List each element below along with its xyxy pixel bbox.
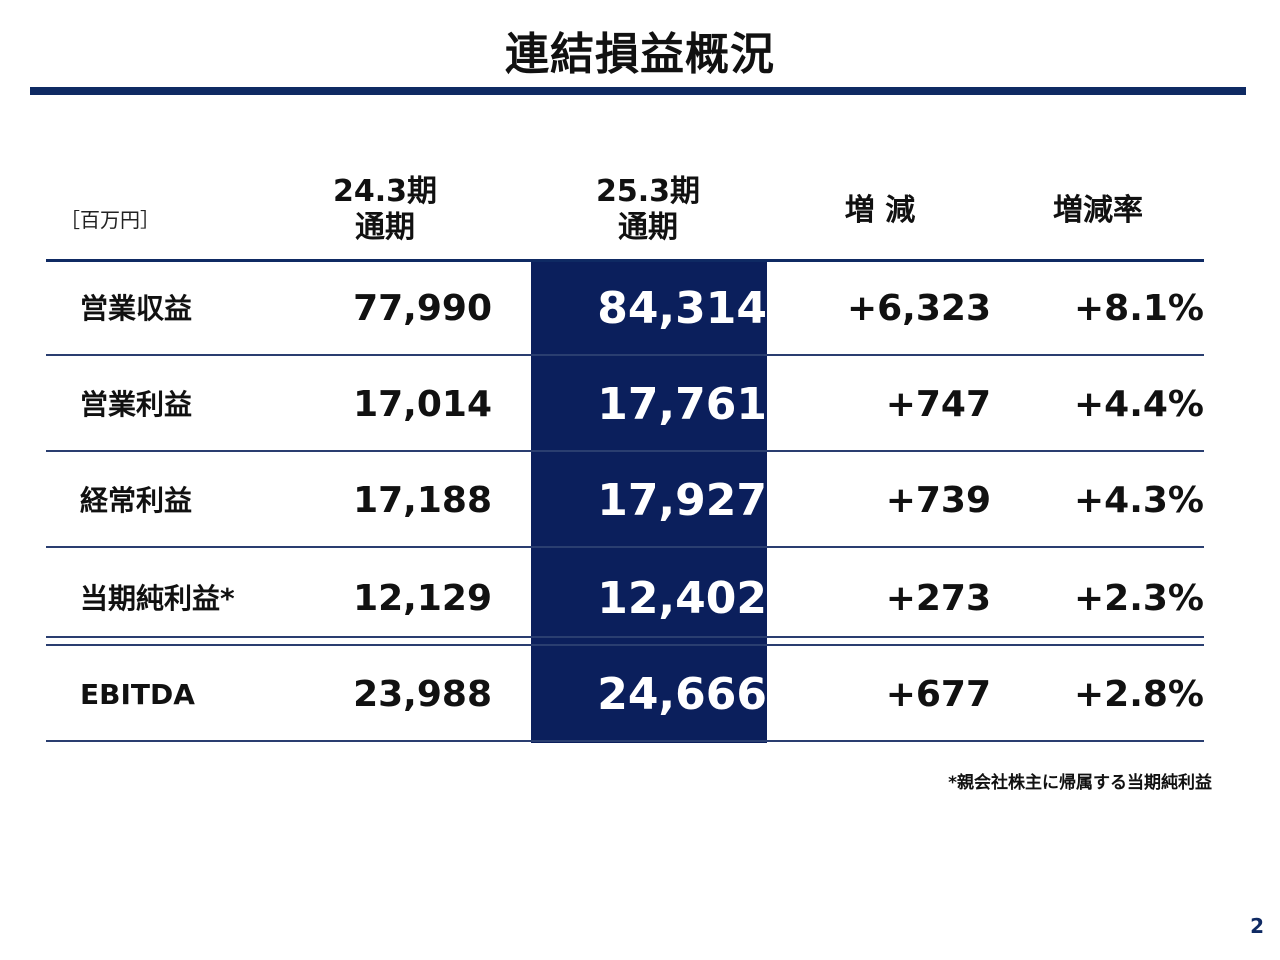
table-row: 当期純利益* 12,129 12,402 +273 +2.3% [46, 552, 1204, 646]
value-change: +6,323 [846, 288, 991, 329]
table-row: 経常利益 17,188 17,927 +739 +4.3% [46, 454, 1204, 548]
value-change: +273 [885, 578, 991, 619]
row-label: 営業利益 [80, 388, 193, 421]
header-curr-line1: 25.3期 [595, 174, 701, 209]
value-curr: 17,761 [597, 379, 767, 430]
row-divider [46, 740, 1204, 742]
header-curr-period: 25.3期 通期 [568, 174, 728, 246]
value-prev: 17,014 [353, 384, 492, 425]
row-divider [46, 546, 1204, 548]
row-label: 営業収益 [80, 292, 193, 325]
footnote: *親会社株主に帰属する当期純利益 [948, 773, 1212, 793]
page-number: 2 [1250, 914, 1264, 938]
header-curr-line2: 通期 [618, 210, 678, 245]
value-curr: 84,314 [597, 283, 767, 334]
page-title: 連結損益概況 [505, 29, 775, 80]
header-change: 増 減 [844, 193, 916, 228]
row-label: 経常利益 [80, 484, 193, 517]
row-divider [46, 354, 1204, 356]
value-change: +739 [885, 480, 991, 521]
value-curr: 17,927 [597, 475, 767, 526]
value-rate: +8.1% [1073, 288, 1204, 329]
table-row: EBITDA 23,988 24,666 +677 +2.8% [46, 648, 1204, 742]
value-prev: 23,988 [353, 674, 492, 715]
row-divider [46, 644, 1204, 646]
table-row: 営業収益 77,990 84,314 +6,323 +8.1% [46, 262, 1204, 356]
unit-label: ［百万円］ [60, 208, 160, 232]
header-rate: 増減率 [1053, 193, 1143, 228]
highlight-column [531, 262, 767, 743]
value-rate: +4.4% [1073, 384, 1204, 425]
value-rate: +4.3% [1073, 480, 1204, 521]
value-prev: 77,990 [353, 288, 492, 329]
header-prev-line2: 通期 [355, 210, 415, 245]
row-label: EBITDA [80, 678, 195, 711]
row-divider-upper [46, 636, 1204, 638]
value-change: +677 [885, 674, 991, 715]
header-prev-period: 24.3期 通期 [305, 174, 465, 246]
value-prev: 17,188 [353, 480, 492, 521]
header-rule [46, 259, 1204, 262]
value-change: +747 [885, 384, 991, 425]
value-rate: +2.8% [1073, 674, 1204, 715]
row-divider [46, 450, 1204, 452]
header-prev-line1: 24.3期 [332, 174, 438, 209]
value-prev: 12,129 [353, 578, 492, 619]
table-row: 営業利益 17,014 17,761 +747 +4.4% [46, 358, 1204, 452]
value-curr: 24,666 [597, 669, 767, 720]
title-underline [30, 87, 1246, 95]
row-label: 当期純利益* [80, 582, 235, 615]
value-rate: +2.3% [1073, 578, 1204, 619]
value-curr: 12,402 [597, 573, 767, 624]
